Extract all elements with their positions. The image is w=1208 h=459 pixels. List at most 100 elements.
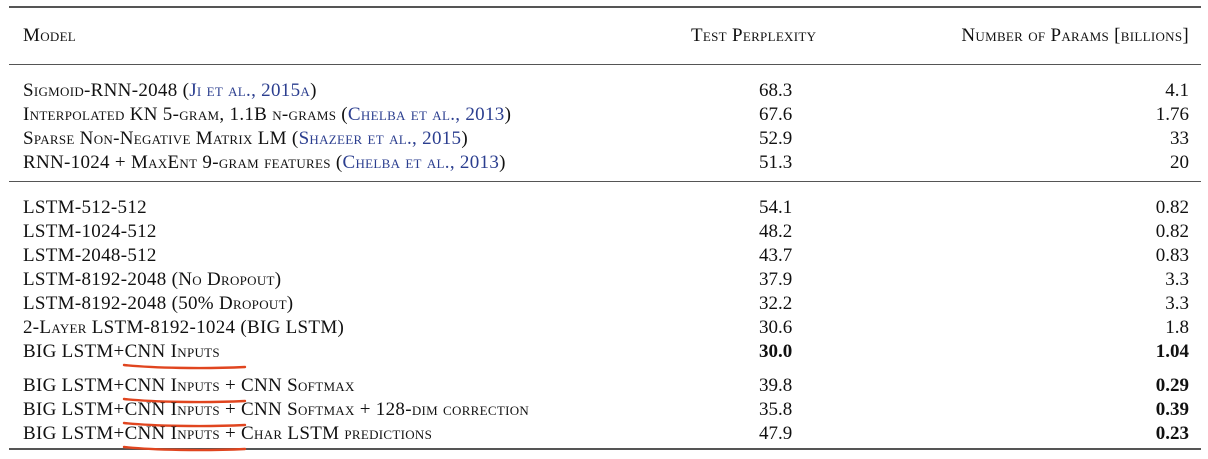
model-name-tail: ) xyxy=(499,152,506,173)
bottom-rule xyxy=(9,448,1201,450)
citation-link: Chelba et al., 2013 xyxy=(342,152,500,173)
model-cell: BIG LSTM+CNN Inputs + CNN Softmax + 128-… xyxy=(9,398,669,428)
model-cell: LSTM-8192-2048 (50% Dropout) xyxy=(9,292,669,316)
params-cell: 0.39 xyxy=(1155,399,1189,420)
citation-link: Shazeer et al., 2015 xyxy=(298,128,462,149)
perplexity-cell: 35.8 xyxy=(759,399,793,420)
header-perplexity: Test Perplexity xyxy=(691,25,817,46)
table-row: Sparse Non-Negative Matrix LM (Shazeer e… xyxy=(9,127,1201,151)
params-cell: 3.3 xyxy=(1165,293,1189,314)
params-cell: 20 xyxy=(1170,152,1189,173)
table-row: BIG LSTM+CNN Inputs + Char LSTM predicti… xyxy=(9,422,1201,452)
underlined-text: CNN Inputs xyxy=(124,399,220,420)
group-1-table: Sigmoid-RNN-2048 (Ji et al., 2015a) 68.3 4… xyxy=(9,65,1201,175)
red-underline-annotation xyxy=(122,363,246,370)
red-underline-annotation xyxy=(122,421,246,428)
params-cell: 3.3 xyxy=(1165,269,1189,290)
perplexity-cell: 30.0 xyxy=(759,341,793,362)
perplexity-cell: 32.2 xyxy=(759,293,793,314)
table-row: BIG LSTM+CNN Inputs 30.0 1.04 xyxy=(9,340,1201,370)
citation-link: Chelba et al., 2013 xyxy=(347,104,505,125)
perplexity-cell: 47.9 xyxy=(759,423,793,444)
params-cell: 1.8 xyxy=(1165,317,1189,338)
group-2-table: LSTM-512-512 54.1 0.82 LSTM-1024-512 48.2 0.8… xyxy=(9,182,1201,370)
model-name: LSTM-1024-512 xyxy=(23,221,157,242)
params-cell: 1.76 xyxy=(1155,104,1189,125)
underlined-term: CNN Inputs xyxy=(122,340,246,370)
underlined-text: CNN Inputs xyxy=(124,341,220,362)
model-name: Sparse Non-Negative Matrix LM ( xyxy=(23,128,299,149)
params-cell: 0.29 xyxy=(1155,375,1189,396)
table-row: LSTM-1024-512 48.2 0.82 xyxy=(9,220,1201,244)
table-row: LSTM-512-512 54.1 0.82 xyxy=(9,196,1201,220)
model-name: LSTM-2048-512 xyxy=(23,245,157,266)
perplexity-cell: 67.6 xyxy=(759,104,793,125)
model-name-tail: ) xyxy=(461,128,469,149)
results-table: Model Test Perplexity Number of Params [… xyxy=(9,6,1201,452)
perplexity-cell: 48.2 xyxy=(759,221,793,242)
perplexity-cell: 51.3 xyxy=(759,152,793,173)
perplexity-cell: 52.9 xyxy=(759,128,793,149)
perplexity-table: Model Test Perplexity Number of Params [… xyxy=(9,8,1201,64)
model-name-tail: ) xyxy=(310,80,317,101)
model-suffix: + CNN Softmax + 128-dim correction xyxy=(219,399,530,420)
model-cell: 2-Layer LSTM-8192-1024 (BIG LSTM) xyxy=(9,316,669,340)
red-underline-annotation xyxy=(122,445,246,452)
params-cell: 0.23 xyxy=(1155,423,1189,444)
params-cell: 0.82 xyxy=(1155,221,1189,242)
model-cell: BIG LSTM+CNN Inputs + Char LSTM predicti… xyxy=(9,422,669,452)
model-name: LSTM-512-512 xyxy=(23,197,147,218)
params-cell: 4.1 xyxy=(1165,80,1189,101)
table-row: BIG LSTM+CNN Inputs + CNN Softmax + 128-… xyxy=(9,398,1201,428)
model-cell: BIG LSTM+CNN Inputs xyxy=(9,340,669,370)
underlined-text: CNN Inputs xyxy=(124,375,220,396)
model-name: Sigmoid-RNN-2048 ( xyxy=(23,80,190,101)
model-prefix: BIG LSTM+ xyxy=(23,341,125,362)
model-name-tail: ) xyxy=(504,104,512,125)
perplexity-cell: 37.9 xyxy=(759,269,793,290)
model-cell: Sparse Non-Negative Matrix LM (Shazeer e… xyxy=(9,127,669,151)
group-3-table: BIG LSTM+CNN Inputs + CNN Softmax 39.8 0.2… xyxy=(9,364,1201,452)
header-row: Model Test Perplexity Number of Params [… xyxy=(9,8,1201,64)
header-model: Model xyxy=(23,25,77,46)
table-row: Sigmoid-RNN-2048 (Ji et al., 2015a) 68.3 4… xyxy=(9,79,1201,103)
perplexity-cell: 30.6 xyxy=(759,317,793,338)
underlined-text: CNN Inputs xyxy=(124,423,220,444)
underlined-term: CNN Inputs xyxy=(122,374,246,404)
perplexity-cell: 39.8 xyxy=(759,375,793,396)
table-row: 2-Layer LSTM-8192-1024 (BIG LSTM) 30.6 1.8 xyxy=(9,316,1201,340)
header-rule xyxy=(9,64,1201,65)
model-cell: RNN-1024 + MaxEnt 9-gram features (Chelb… xyxy=(9,151,669,175)
perplexity-cell: 43.7 xyxy=(759,245,793,266)
underlined-term: CNN Inputs xyxy=(122,422,246,452)
model-name: 2-Layer LSTM-8192-1024 (BIG LSTM) xyxy=(23,317,345,338)
model-suffix: + CNN Softmax xyxy=(219,375,355,396)
params-cell: 0.83 xyxy=(1155,245,1189,266)
table-row: BIG LSTM+CNN Inputs + CNN Softmax 39.8 0.2… xyxy=(9,374,1201,404)
model-name: LSTM-8192-2048 (No Dropout) xyxy=(23,269,282,290)
header-params: Number of Params [billions] xyxy=(961,25,1189,46)
table-row: Interpolated KN 5-gram, 1.1B n-grams (Ch… xyxy=(9,103,1201,127)
model-cell: Sigmoid-RNN-2048 (Ji et al., 2015a) xyxy=(9,79,669,103)
model-cell: BIG LSTM+CNN Inputs + CNN Softmax xyxy=(9,374,669,404)
params-cell: 0.82 xyxy=(1155,197,1189,218)
model-cell: LSTM-1024-512 xyxy=(9,220,669,244)
model-cell: LSTM-8192-2048 (No Dropout) xyxy=(9,268,669,292)
table-row: RNN-1024 + MaxEnt 9-gram features (Chelb… xyxy=(9,151,1201,175)
perplexity-cell: 68.3 xyxy=(759,80,793,101)
model-cell: LSTM-2048-512 xyxy=(9,244,669,268)
table-row: LSTM-8192-2048 (50% Dropout) 32.2 3.3 xyxy=(9,292,1201,316)
model-name: Interpolated KN 5-gram, 1.1B n-grams ( xyxy=(23,104,348,125)
model-cell: Interpolated KN 5-gram, 1.1B n-grams (Ch… xyxy=(9,103,669,127)
params-cell: 33 xyxy=(1170,128,1189,149)
params-cell: 1.04 xyxy=(1155,341,1189,362)
group-1-rule xyxy=(9,181,1201,182)
model-suffix: + Char LSTM predictions xyxy=(219,423,433,444)
model-prefix: BIG LSTM+ xyxy=(23,399,125,420)
perplexity-cell: 54.1 xyxy=(759,197,793,218)
model-name: LSTM-8192-2048 (50% Dropout) xyxy=(23,293,294,314)
model-name: RNN-1024 + MaxEnt 9-gram features ( xyxy=(23,152,343,173)
red-underline-annotation xyxy=(122,397,246,404)
top-rule xyxy=(9,6,1201,8)
model-cell: LSTM-512-512 xyxy=(9,196,669,220)
